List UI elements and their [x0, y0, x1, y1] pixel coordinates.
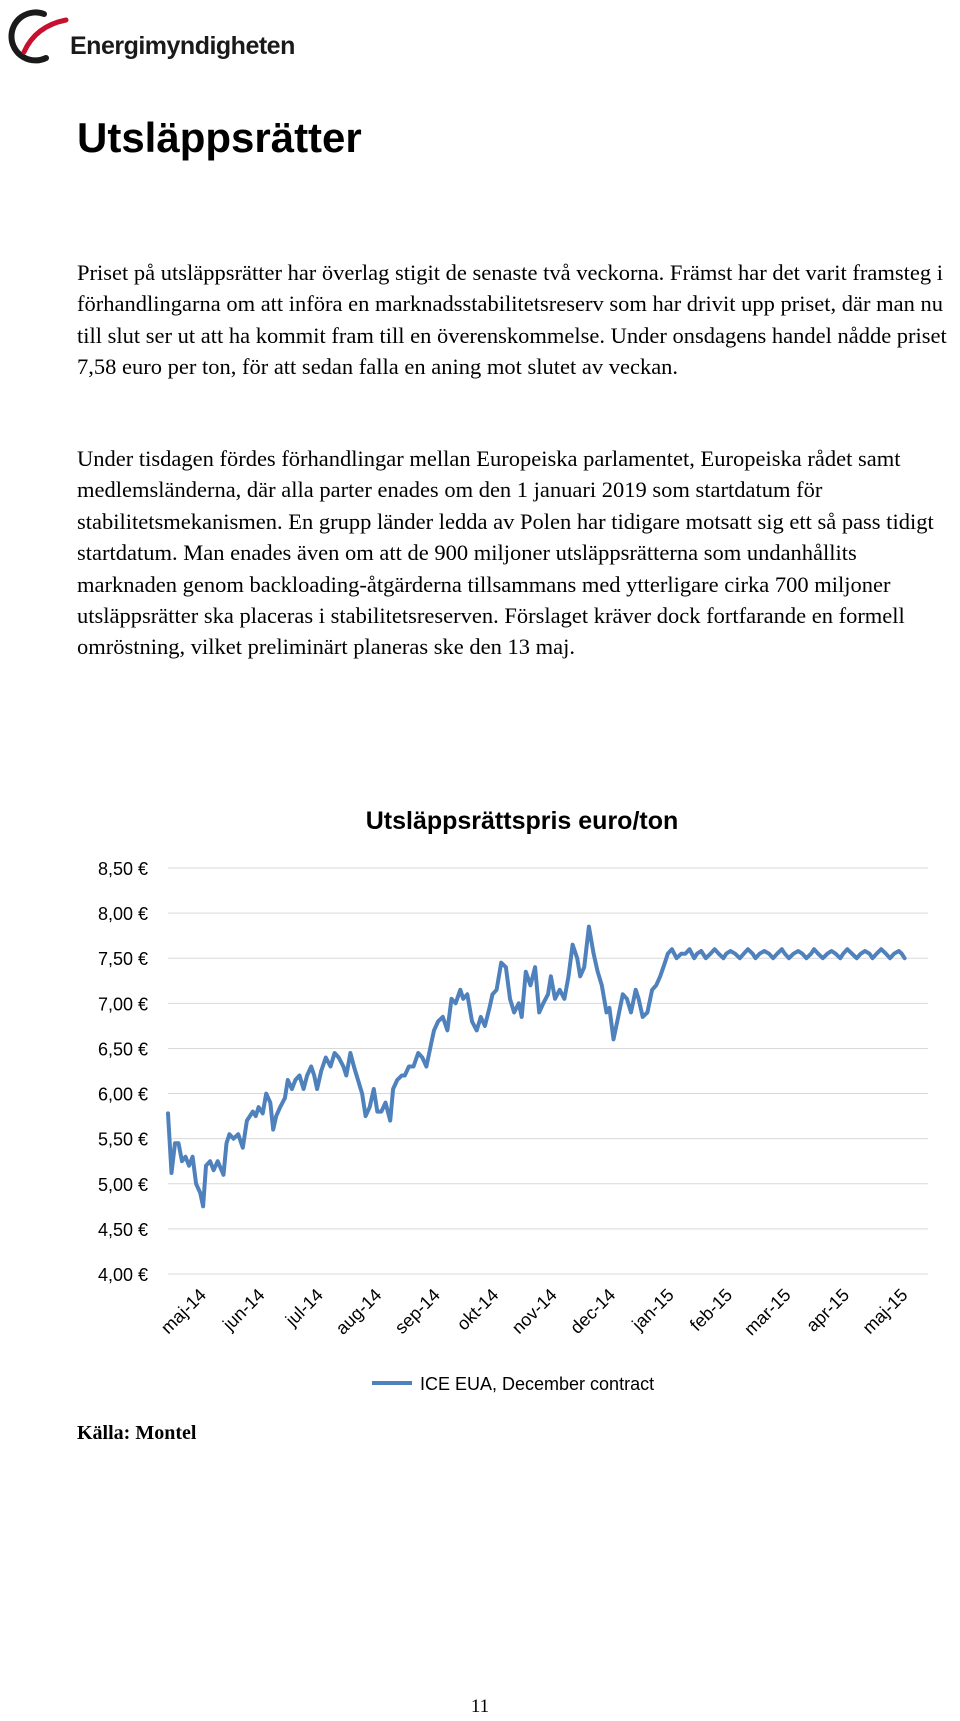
x-tick-label: apr-15	[802, 1285, 853, 1336]
x-tick-label: maj-15	[859, 1285, 912, 1338]
x-tick-label: feb-15	[686, 1285, 736, 1335]
x-tick-label: sep-14	[391, 1285, 444, 1338]
y-tick-label: 4,50 €	[98, 1220, 148, 1240]
y-tick-label: 4,00 €	[98, 1265, 148, 1285]
price-chart: Utsläppsrättspris euro/ton 4,00 € 4,50 € 5,…	[98, 807, 928, 1394]
x-tick-label: nov-14	[508, 1285, 561, 1338]
y-tick-label: 6,50 €	[98, 1039, 148, 1059]
series-line	[166, 924, 907, 1209]
page-number: 11	[470, 1696, 490, 1717]
x-tick-label: maj-14	[157, 1285, 210, 1338]
x-tick-label: jul-14	[281, 1285, 327, 1331]
y-tick-label: 6,00 €	[98, 1085, 148, 1105]
logo-mark-icon	[8, 9, 69, 64]
y-tick-label: 7,00 €	[98, 994, 148, 1014]
y-tick-label: 8,50 €	[98, 859, 148, 879]
x-tick-label: okt-14	[453, 1285, 503, 1335]
energimyndigheten-logo: Energimyndigheten	[6, 4, 306, 68]
legend-label: ICE EUA, December contract	[420, 1374, 654, 1394]
x-tick-label: jan-15	[628, 1285, 678, 1335]
x-tick-label: jun-14	[218, 1285, 268, 1335]
y-tick-label: 5,50 €	[98, 1130, 148, 1150]
x-tick-label: mar-15	[740, 1285, 794, 1339]
x-tick-label: aug-14	[332, 1285, 386, 1339]
y-tick-label: 5,00 €	[98, 1175, 148, 1195]
paragraph-1: Priset på utsläppsrätter har överlag sti…	[77, 260, 947, 380]
chart-title: Utsläppsrättspris euro/ton	[366, 807, 679, 835]
y-tick-label: 7,50 €	[98, 949, 148, 969]
page-title: Utsläppsrätter	[77, 114, 362, 161]
y-tick-label: 8,00 €	[98, 904, 148, 924]
logo-text: Energimyndigheten	[70, 32, 295, 60]
x-tick-label: dec-14	[566, 1285, 619, 1338]
source-label: Källa: Montel	[77, 1422, 197, 1444]
paragraph-2: Under tisdagen fördes förhandlingar mell…	[77, 446, 934, 660]
